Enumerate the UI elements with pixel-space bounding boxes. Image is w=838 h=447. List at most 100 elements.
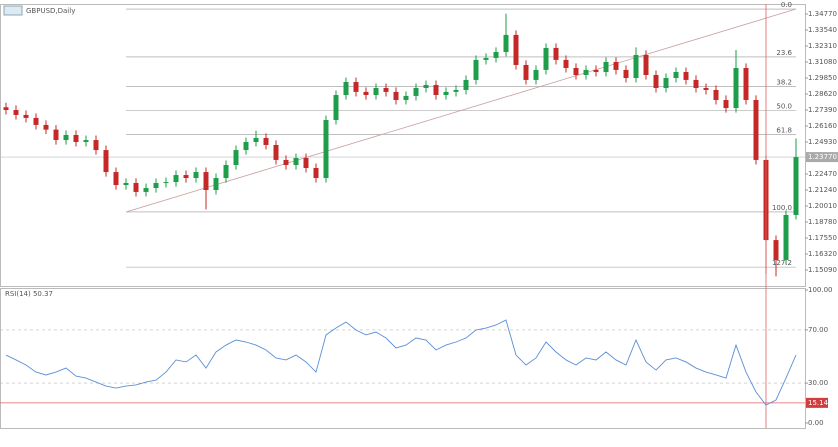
- candle-body: [143, 188, 149, 192]
- candle-body: [83, 140, 89, 142]
- fib-label: 61.8: [776, 126, 792, 134]
- candle-body: [173, 175, 179, 183]
- fib-label: 38.2: [776, 79, 792, 87]
- candle-body: [433, 85, 439, 96]
- candle-body: [183, 175, 189, 179]
- y-tick-label: 1.24930: [808, 138, 837, 146]
- rsi-title: RSI(14) 50.37: [5, 290, 53, 298]
- candle-body: [63, 134, 69, 141]
- candle-body: [103, 150, 109, 173]
- candle-body: [393, 91, 399, 100]
- y-tick-label: 70.00: [808, 326, 828, 334]
- candle-body: [123, 182, 129, 186]
- candle-body: [673, 72, 679, 78]
- y-tick-label: 0.00: [808, 419, 824, 427]
- candle-body: [793, 157, 799, 215]
- main-panel: [0, 4, 806, 287]
- candle-body: [263, 137, 269, 145]
- candle-body: [583, 69, 589, 75]
- candle-body: [603, 61, 609, 73]
- candle-body: [453, 89, 459, 92]
- candle-body: [493, 51, 499, 58]
- y-tick-label: 1.22470: [808, 170, 837, 178]
- y-tick-label: 100.00: [808, 286, 833, 294]
- y-tick-label: 1.26160: [808, 122, 837, 130]
- candle-body: [383, 88, 389, 92]
- candle-body: [43, 124, 49, 130]
- fib-label: 50.0: [776, 103, 792, 111]
- candle-body: [703, 88, 709, 90]
- candle-body: [33, 117, 39, 125]
- candle-body: [523, 64, 529, 80]
- candle-body: [623, 69, 629, 78]
- candle-body: [743, 67, 749, 100]
- candle-body: [133, 182, 139, 192]
- candle-body: [573, 67, 579, 75]
- y-tick-label: 1.32310: [808, 42, 837, 50]
- candle-body: [773, 240, 779, 260]
- y-tick-label: 1.18780: [808, 218, 837, 226]
- y-tick-label: 1.34770: [808, 10, 837, 18]
- y-tick-label: 1.20010: [808, 202, 837, 210]
- current-price-tag: [806, 152, 838, 163]
- candle-body: [543, 47, 549, 70]
- y-tick-label: 1.17550: [808, 234, 837, 242]
- y-tick-label: 1.28620: [808, 90, 837, 98]
- candle-body: [693, 79, 699, 89]
- candle-body: [503, 34, 509, 52]
- candle-body: [293, 157, 299, 166]
- candle-body: [233, 150, 239, 166]
- candle-body: [113, 172, 119, 186]
- candle-body: [473, 59, 479, 80]
- y-tick-label: 1.27390: [808, 106, 837, 114]
- y-tick-label: 30.00: [808, 379, 828, 387]
- candle-body: [593, 69, 599, 73]
- candle-body: [413, 88, 419, 96]
- y-tick-label: 1.33540: [808, 26, 837, 34]
- candle-body: [783, 214, 789, 260]
- fib-label: 127.2: [772, 259, 792, 267]
- candle-body: [713, 89, 719, 100]
- candle-body: [513, 34, 519, 65]
- candle-body: [463, 79, 469, 90]
- candle-body: [223, 165, 229, 179]
- candle-body: [403, 95, 409, 100]
- candle-body: [363, 91, 369, 96]
- candle-body: [683, 72, 689, 80]
- candle-body: [533, 69, 539, 80]
- y-tick-label: 1.31080: [808, 58, 837, 66]
- candle-body: [3, 107, 9, 110]
- candle-body: [23, 114, 29, 118]
- candle-body: [333, 95, 339, 121]
- candle-body: [373, 88, 379, 96]
- candle-body: [483, 57, 489, 60]
- marker-tag: [806, 397, 828, 408]
- symbol-icon: [3, 5, 23, 16]
- candle-body: [423, 85, 429, 89]
- candle-body: [163, 182, 169, 184]
- candle-body: [553, 47, 559, 60]
- y-tick-label: 1.16320: [808, 250, 837, 258]
- fib-label: 0.0: [781, 1, 792, 9]
- current-price-label: 1.23770: [808, 153, 837, 161]
- candle-body: [243, 141, 249, 151]
- trendline: [125, 8, 797, 213]
- candle-body: [13, 109, 19, 115]
- candle-body: [323, 120, 329, 179]
- fib-label: 23.6: [776, 49, 792, 57]
- candle-body: [253, 137, 259, 142]
- candle-body: [93, 140, 99, 151]
- marker-label: 15.14: [808, 399, 829, 407]
- candle-body: [663, 77, 669, 89]
- y-tick-label: 1.29850: [808, 74, 837, 82]
- y-tick-label: 1.21240: [808, 186, 837, 194]
- candle-body: [213, 178, 219, 190]
- candle-body: [753, 99, 759, 160]
- candle-body: [723, 99, 729, 109]
- candle-body: [343, 82, 349, 96]
- candle-body: [353, 82, 359, 92]
- candle-body: [273, 144, 279, 160]
- candle-body: [733, 67, 739, 109]
- rsi-line: [5, 319, 797, 406]
